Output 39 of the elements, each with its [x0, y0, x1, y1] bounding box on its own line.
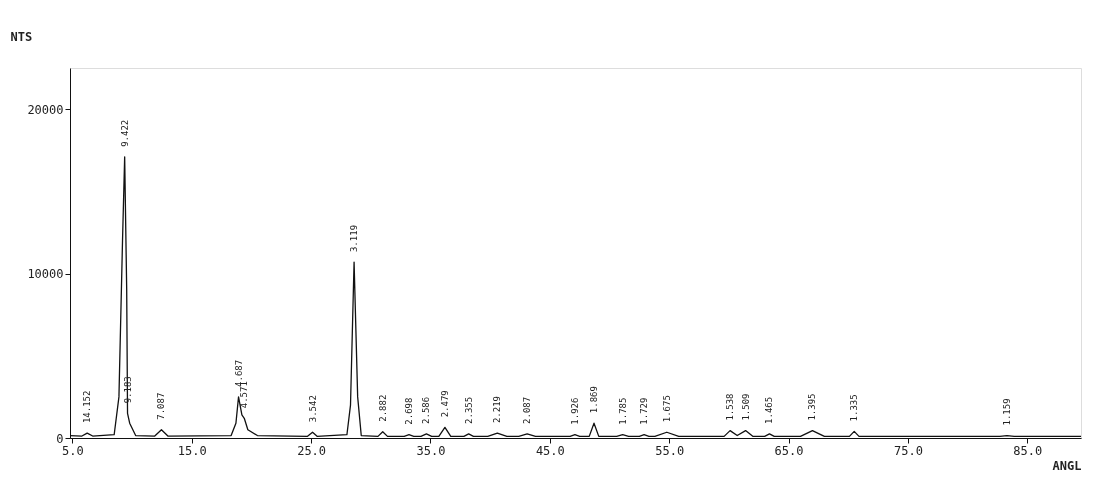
x-tick-label: 35.0: [416, 443, 446, 458]
annotation: 2.698: [403, 397, 414, 425]
x-tick-label: 5.0: [62, 443, 84, 458]
y-axis-title: NTS: [10, 29, 33, 44]
annotation: 9.183: [122, 376, 133, 404]
annotation: 1.465: [764, 396, 775, 424]
annotation: 3.542: [307, 395, 318, 423]
x-tick-label: 55.0: [655, 443, 685, 458]
annotation: 1.926: [569, 397, 580, 425]
annotation: 2.087: [522, 396, 533, 424]
annotation: 3.119: [349, 224, 360, 253]
y-tick-label: 10000: [27, 267, 64, 282]
annotation: 2.355: [463, 396, 474, 424]
annotation: 1.729: [639, 397, 650, 425]
annotation: 1.335: [849, 394, 860, 422]
annotation: 9.422: [119, 119, 130, 147]
annotation: 1.675: [661, 395, 672, 423]
annotation: 14.152: [82, 390, 93, 424]
x-tick-label: 65.0: [774, 443, 804, 458]
annotation: 4.571: [239, 381, 250, 409]
x-tick-label: 25.0: [297, 443, 327, 458]
y-tick-label: 20000: [27, 102, 64, 117]
x-tick-label: 45.0: [535, 443, 565, 458]
x-axis-title: ANGL: [1052, 458, 1082, 473]
annotation: 2.219: [492, 395, 503, 424]
x-tick-label: 15.0: [177, 443, 207, 458]
annotation: 7.087: [156, 392, 167, 420]
annotation: 2.882: [377, 394, 388, 422]
y-tick-label: 0: [56, 431, 64, 446]
x-tick-label: 75.0: [893, 443, 923, 458]
annotation: 1.395: [807, 393, 818, 421]
annotation: 1.869: [589, 386, 599, 414]
annotation: 1.785: [617, 397, 628, 425]
annotation: 1.538: [725, 393, 736, 421]
annotation: 1.159: [1002, 398, 1012, 426]
x-tick-label: 85.0: [1013, 443, 1043, 458]
annotation: 2.479: [439, 390, 450, 418]
annotation: 2.586: [421, 396, 432, 424]
annotation: 1.509: [740, 393, 751, 421]
